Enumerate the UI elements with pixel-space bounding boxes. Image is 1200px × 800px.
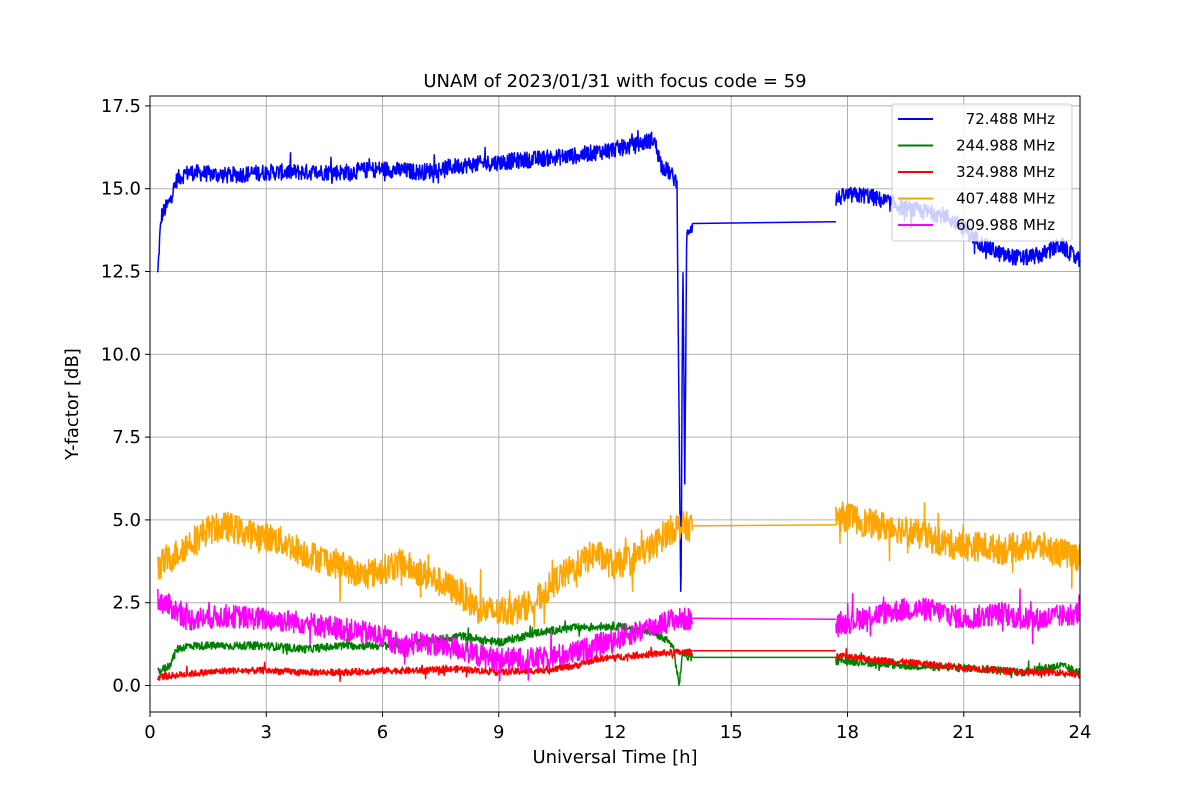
series-line — [835, 501, 1081, 589]
legend-box — [891, 103, 1073, 242]
x-tick-label: 0 — [144, 722, 155, 743]
legend-label: 407.488 MHz — [956, 190, 1055, 208]
series-line — [157, 129, 694, 593]
series-2 — [157, 646, 1081, 683]
x-tick-label: 18 — [836, 722, 859, 743]
legend-label: 324.988 MHz — [956, 163, 1055, 181]
y-tick-label: 10.0 — [101, 344, 141, 365]
y-tick-label: 0.0 — [112, 676, 141, 697]
ticks: 0 3 6 9 12 15 18 21 24 0.0 2.5 5.0 7.5 10.0 12.5 15.0 17… — [101, 96, 1092, 743]
series-4 — [157, 588, 1081, 682]
y-tick-label: 12.5 — [101, 262, 141, 283]
series-line — [692, 617, 836, 621]
y-tick-label: 17.5 — [101, 96, 141, 117]
y-tick-label: 5.0 — [112, 510, 141, 531]
x-tick-label: 15 — [720, 722, 743, 743]
y-tick-label: 15.0 — [101, 179, 141, 200]
series-line — [835, 647, 1081, 679]
legend: 72.488 MHz 244.988 MHz 324.988 MHz 407.488 … — [891, 103, 1073, 242]
x-tick-label: 6 — [377, 722, 388, 743]
series-line — [157, 588, 694, 682]
x-tick-label: 9 — [493, 722, 504, 743]
series-line — [157, 511, 694, 629]
y-tick-label: 7.5 — [112, 427, 141, 448]
x-axis-label: Universal Time [h] — [532, 747, 697, 768]
x-tick-label: 3 — [261, 722, 272, 743]
legend-label: 244.988 MHz — [956, 137, 1055, 155]
legend-label: 609.988 MHz — [956, 216, 1055, 234]
series-layer — [157, 129, 1081, 686]
series-line — [692, 221, 836, 225]
series-3 — [157, 501, 1081, 629]
x-tick-label: 24 — [1069, 722, 1092, 743]
series-line — [835, 588, 1081, 645]
series-line — [157, 646, 693, 683]
x-tick-label: 21 — [952, 722, 975, 743]
series-line — [692, 524, 836, 527]
y-axis-label: Y-factor [dB] — [62, 348, 83, 461]
y-tick-label: 2.5 — [112, 593, 141, 614]
chart-title: UNAM of 2023/01/31 with focus code = 59 — [423, 71, 806, 92]
legend-label: 72.488 MHz — [956, 110, 1055, 128]
x-tick-label: 12 — [604, 722, 627, 743]
